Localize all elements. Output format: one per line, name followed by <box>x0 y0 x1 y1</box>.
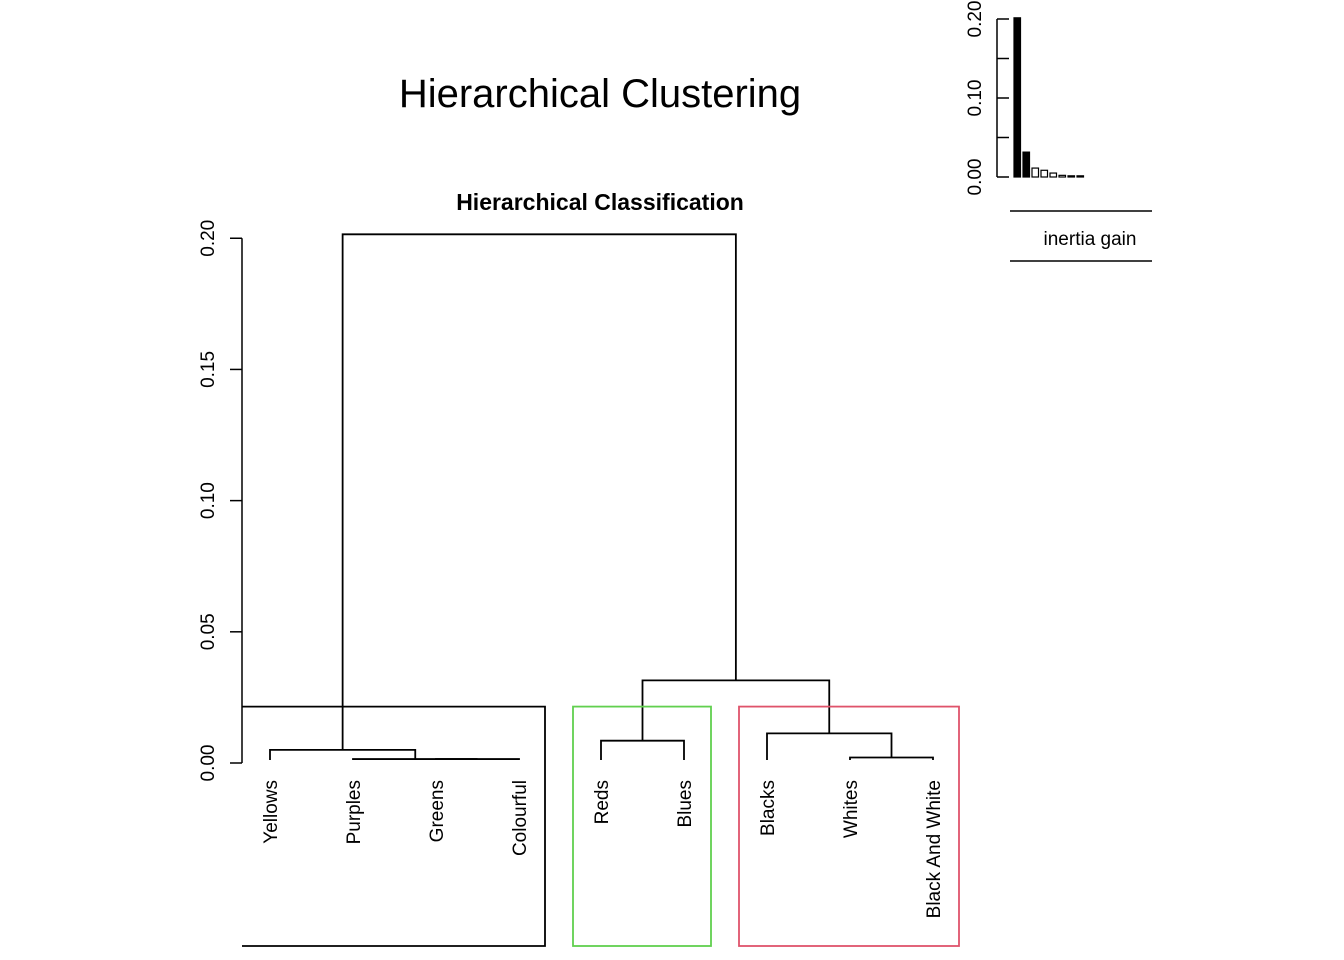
inset-bar <box>1067 175 1076 178</box>
y-tick-label: 0.15 <box>198 351 219 388</box>
inset-bar <box>1022 151 1031 178</box>
inertia-gain-inset: 0.00 0.10 0.20 inertia gain <box>965 1 1152 262</box>
y-tick-label: 0.00 <box>198 745 219 782</box>
inset-y-tick-label: 0.00 <box>965 159 986 196</box>
leaf-labels: Yellows Purples Greens Colourful Reds Blues Bl… <box>261 780 945 918</box>
leaf-label: Purples <box>344 780 365 844</box>
y-axis: 0.00 0.05 0.10 0.15 0.20 <box>198 220 243 782</box>
cluster-box <box>738 705 960 947</box>
legend-label: inertia gain <box>1044 229 1137 250</box>
dendrogram-link <box>352 758 478 760</box>
inset-bar <box>1031 167 1040 178</box>
cluster-boxes <box>242 705 960 947</box>
inset-bar <box>1076 175 1085 178</box>
leaf-label: Yellows <box>261 780 282 844</box>
dendrogram-links <box>269 233 934 760</box>
y-tick-label: 0.10 <box>198 482 219 519</box>
dendrogram-link <box>766 732 893 760</box>
cluster-box <box>572 705 712 947</box>
leaf-label: Colourful <box>510 780 531 856</box>
leaf-label: Black And White <box>924 780 945 918</box>
dendrogram-link <box>600 739 685 760</box>
leaf-label: Whites <box>841 780 862 838</box>
leaf-label: Reds <box>592 780 613 824</box>
y-tick-label: 0.05 <box>198 613 219 650</box>
inset-y-tick-label: 0.20 <box>965 1 986 38</box>
inset-legend: inertia gain <box>1010 210 1152 262</box>
dendrogram-link <box>341 233 737 750</box>
dendrogram-link <box>641 679 831 741</box>
leaf-label: Blacks <box>758 780 779 836</box>
inset-bars <box>1013 17 1085 178</box>
chart-title: Hierarchical Classification <box>456 189 744 215</box>
inset-bar <box>1040 169 1049 178</box>
y-tick-label: 0.20 <box>198 220 219 257</box>
inset-bar <box>1049 172 1058 178</box>
inset-bar <box>1013 17 1022 178</box>
inset-y-tick-label: 0.10 <box>965 80 986 117</box>
leaf-label: Blues <box>675 780 696 828</box>
leaf-label: Greens <box>427 780 448 842</box>
page-title: Hierarchical Clustering <box>398 72 802 116</box>
inset-y-axis: 0.00 0.10 0.20 <box>965 1 1009 196</box>
inset-bar <box>1058 174 1067 178</box>
dendrogram-link <box>849 756 934 760</box>
cluster-box <box>242 705 546 947</box>
